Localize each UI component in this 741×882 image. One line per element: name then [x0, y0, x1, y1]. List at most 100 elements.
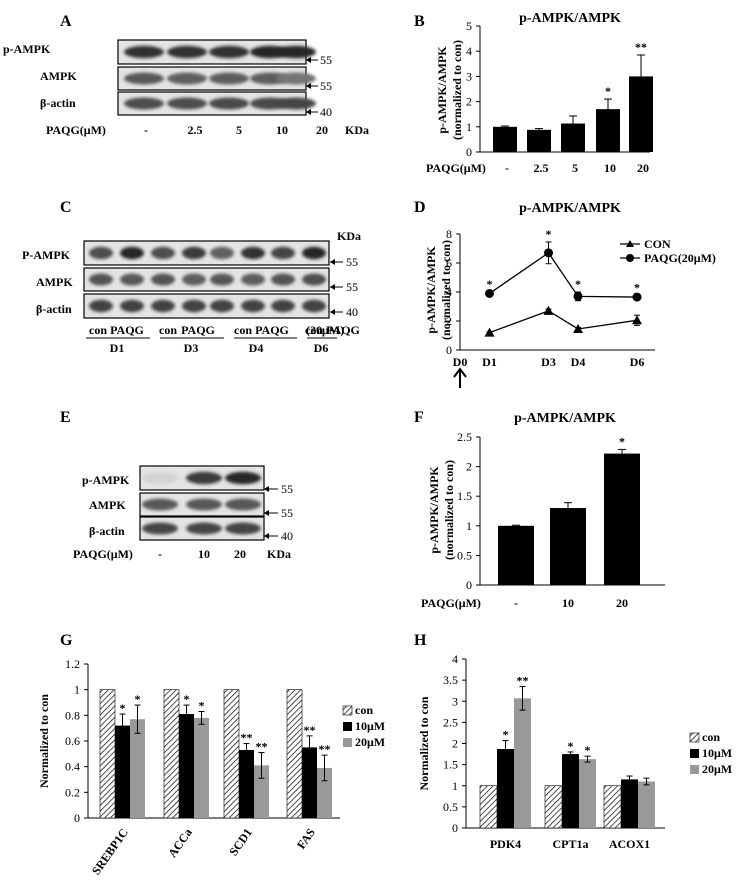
bar — [603, 785, 622, 829]
data-point — [632, 315, 642, 325]
significance-mark: * — [503, 728, 509, 742]
blot-band — [241, 299, 265, 313]
panel-a-blot: A p-AMPK AMPK β-actin 55 55 40 PAQG(μM) … — [3, 13, 369, 137]
blot-a-dose-2: 2.5 — [188, 123, 203, 137]
panel-letter-b: B — [414, 13, 425, 30]
panel-letter-e: E — [60, 409, 71, 426]
panel-d-start-arrow-icon — [453, 367, 467, 388]
blot-band — [89, 273, 113, 286]
x-tick-label: 10 — [562, 596, 574, 610]
y-tick-label: 2 — [452, 737, 458, 751]
blot-band — [302, 299, 326, 313]
x-tick-label: D4 — [571, 355, 586, 369]
panel-letter-f: F — [414, 409, 424, 426]
legend-swatch — [689, 732, 700, 743]
y-axis-title: p-AMPK/AMPK — [435, 46, 449, 134]
series-line-2 — [489, 251, 638, 298]
y-tick-label: 3.5 — [443, 673, 458, 687]
legend-label: 20μM — [702, 762, 732, 776]
blot-band — [209, 97, 249, 110]
data-point — [543, 305, 554, 315]
legend-label: 10μM — [702, 746, 732, 760]
bar — [286, 689, 303, 819]
blot-band — [124, 45, 164, 59]
y-axis-title: Normalized to con — [417, 696, 431, 790]
bar — [604, 453, 640, 585]
x-tick-label: 10 — [604, 161, 616, 175]
x-tick-label: FAS — [294, 825, 318, 851]
data-point — [544, 248, 553, 258]
blot-e-mw-1: 55 — [281, 482, 293, 496]
blot-a-mw-1: 55 — [320, 53, 332, 67]
blot-strip — [83, 267, 330, 292]
blot-band — [142, 522, 178, 535]
bar — [254, 765, 269, 818]
blot-c-day-4: D6 — [314, 341, 329, 355]
blot-band — [151, 273, 175, 286]
y-axis-title: p-AMPK/AMPK — [427, 466, 441, 554]
blot-c-lane-suffix: (20μM) — [306, 323, 344, 337]
blot-c-lane-label: con — [305, 323, 323, 337]
bar — [239, 749, 254, 818]
y-axis-title: p-AMPK/AMPK — [424, 246, 438, 334]
blot-a-mw-3: 40 — [320, 105, 332, 119]
data-point — [485, 288, 494, 298]
y-tick-label: 2 — [446, 314, 452, 328]
blot-a-dose-4: 10 — [276, 123, 288, 137]
legend-label: 10μM — [355, 719, 385, 733]
significance-mark: * — [199, 698, 205, 712]
blot-e-treat-label: PAQG(μM) — [73, 547, 133, 561]
blot-e-dose-3: 20 — [234, 547, 246, 561]
blot-a-label-band1: p-AMPK — [3, 42, 51, 56]
panel-letter-d: D — [414, 199, 426, 216]
panel-letter-c: C — [60, 199, 72, 216]
blot-a-dose-3: 5 — [236, 123, 242, 137]
bar — [561, 123, 585, 152]
blot-a-dose-5: 20 — [316, 123, 328, 137]
y-tick-label: 8 — [446, 227, 452, 241]
y-tick-label: 1 — [466, 120, 472, 134]
bar — [493, 126, 517, 152]
significance-mark: * — [135, 692, 141, 706]
legend-swatch — [343, 722, 352, 731]
series-line-1 — [489, 310, 638, 334]
blot-c-lane-label: con — [159, 323, 177, 337]
bar — [498, 525, 534, 585]
x-tick-label: D3 — [541, 355, 556, 369]
blot-c-day-3: D4 — [249, 341, 264, 355]
significance-mark: * — [487, 277, 493, 291]
bar — [596, 109, 620, 152]
bar — [579, 759, 596, 828]
bar — [302, 747, 317, 818]
blot-c-mw-2: 55 — [346, 280, 358, 294]
panel-letter-h: H — [414, 632, 427, 649]
y-tick-label: 4 — [466, 44, 472, 58]
bar — [550, 508, 586, 585]
blot-e-label-band3: β-actin — [89, 524, 125, 538]
significance-mark: * — [575, 277, 581, 291]
legend-marker — [626, 254, 634, 262]
significance-mark: * — [120, 701, 126, 715]
blot-band — [271, 299, 295, 313]
bar — [115, 725, 130, 818]
blot-a-label-band3: β-actin — [40, 96, 76, 110]
blot-band — [167, 45, 207, 59]
y-axis-title: Normalized to con — [37, 694, 51, 788]
blot-band — [167, 72, 207, 85]
blot-band — [225, 471, 261, 485]
blot-e-label-band1: p-AMPK — [82, 473, 130, 487]
blot-c-lane-label: PAQG — [181, 323, 215, 337]
blot-band — [120, 299, 144, 313]
bar — [223, 689, 240, 819]
panel-d-day-zero: D0 — [453, 355, 468, 369]
blot-band — [182, 246, 206, 260]
blot-band — [209, 45, 249, 59]
x-tick-label: - — [514, 596, 518, 610]
data-point — [573, 323, 583, 333]
legend-label: con — [702, 730, 720, 744]
x-tick-label: - — [505, 161, 509, 175]
blot-band — [276, 97, 316, 110]
